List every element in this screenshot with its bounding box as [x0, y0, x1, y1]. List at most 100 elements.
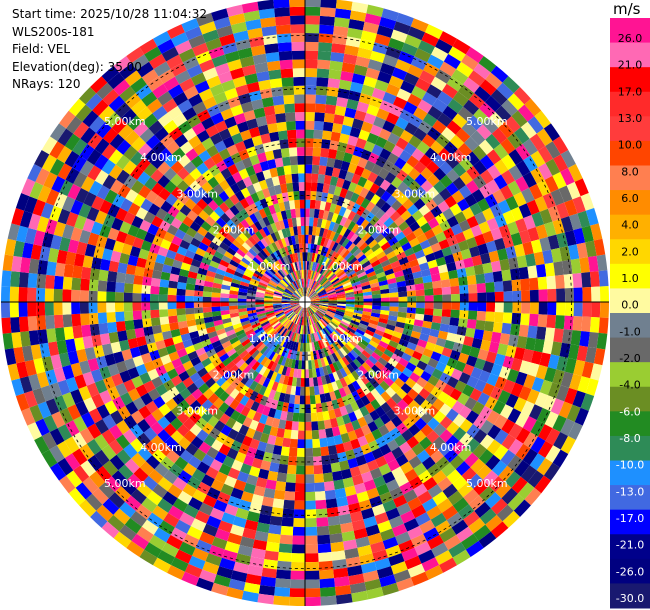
velocity-gate — [323, 315, 332, 323]
velocity-gate — [350, 336, 360, 345]
velocity-gate — [327, 308, 337, 312]
colorbar-tick-label: 21.0 — [618, 59, 643, 72]
velocity-gate — [569, 373, 582, 391]
velocity-gate — [533, 338, 545, 353]
velocity-gate — [502, 312, 513, 324]
velocity-gate — [467, 310, 478, 321]
velocity-gate — [423, 381, 435, 394]
velocity-gate — [357, 341, 367, 350]
velocity-gate — [439, 372, 451, 384]
colorbar-tick-label: -1.0 — [619, 325, 640, 338]
velocity-gate — [550, 398, 565, 415]
velocity-gate — [473, 429, 488, 444]
velocity-gate — [462, 363, 475, 376]
velocity-gate — [422, 320, 433, 329]
velocity-gate — [521, 302, 531, 314]
velocity-gate — [345, 304, 355, 308]
velocity-gate — [376, 325, 386, 333]
velocity-gate — [458, 405, 472, 419]
velocity-gate — [352, 358, 362, 368]
velocity-gate — [505, 393, 519, 409]
velocity-gate — [444, 395, 458, 409]
velocity-gate — [440, 316, 451, 325]
velocity-gate — [406, 341, 417, 351]
velocity-gate — [515, 371, 528, 386]
velocity-gate — [309, 306, 316, 313]
velocity-gate — [544, 367, 557, 383]
velocity-gate — [490, 331, 502, 344]
velocity-gate — [494, 302, 504, 313]
velocity-gate — [405, 377, 417, 389]
velocity-gate — [573, 359, 586, 377]
velocity-gate — [544, 327, 556, 342]
velocity-gate — [441, 309, 452, 318]
colorbar-tick-label: -30.0 — [616, 592, 644, 605]
velocity-gate — [363, 371, 374, 382]
velocity-gate — [358, 365, 368, 375]
velocity-gate — [372, 302, 382, 306]
velocity-gate — [355, 344, 365, 353]
velocity-gate — [506, 368, 520, 383]
velocity-gate — [526, 388, 540, 405]
velocity-gate — [408, 356, 420, 367]
velocity-gate — [327, 323, 336, 332]
velocity-gate — [335, 311, 345, 317]
velocity-gate — [309, 305, 317, 312]
velocity-gate — [338, 337, 347, 346]
velocity-gate — [397, 410, 409, 423]
velocity-gate — [574, 407, 589, 426]
velocity-gate — [380, 391, 392, 403]
velocity-gate — [351, 317, 361, 323]
velocity-gate — [511, 312, 522, 325]
velocity-gate — [365, 329, 375, 337]
velocity-gate — [416, 376, 428, 388]
velocity-gate — [537, 314, 548, 328]
velocity-gate — [497, 343, 509, 356]
velocity-gate — [543, 462, 560, 481]
velocity-gate — [379, 380, 390, 392]
velocity-gate — [502, 510, 520, 528]
colorbar-tick-label: -6.0 — [619, 405, 640, 418]
velocity-gate — [320, 318, 328, 326]
velocity-gate — [368, 355, 378, 365]
velocity-gate — [585, 378, 599, 396]
velocity-gate — [553, 328, 564, 343]
velocity-gate — [446, 332, 457, 343]
velocity-gate — [326, 309, 336, 314]
velocity-gate — [424, 364, 436, 376]
velocity-gate — [522, 448, 538, 466]
velocity-gate — [579, 331, 590, 347]
velocity-gate — [336, 308, 346, 313]
velocity-gate — [451, 440, 466, 455]
velocity-gate — [404, 347, 415, 357]
velocity-gate — [411, 350, 423, 361]
velocity-gate — [473, 479, 489, 496]
velocity-gate — [442, 383, 455, 396]
velocity-gate — [488, 341, 500, 354]
velocity-gate — [479, 434, 495, 450]
velocity-gate — [432, 398, 445, 411]
velocity-gate — [367, 322, 378, 330]
velocity-gate — [444, 339, 455, 350]
velocity-gate — [573, 302, 583, 317]
velocity-gate — [352, 314, 362, 321]
velocity-gate — [315, 311, 323, 319]
velocity-gate — [412, 325, 423, 334]
velocity-gate — [452, 413, 466, 428]
velocity-gate — [437, 391, 450, 404]
velocity-gate — [383, 348, 394, 358]
velocity-gate — [391, 404, 403, 416]
velocity-gate — [377, 357, 388, 367]
velocity-gate — [479, 405, 493, 420]
velocity-gate — [580, 393, 595, 411]
velocity-gate — [414, 313, 425, 321]
velocity-gate — [501, 418, 516, 435]
velocity-gate — [501, 434, 516, 450]
velocity-gate — [358, 322, 368, 330]
velocity-gate — [424, 443, 439, 457]
colorbar-tick-label: 4.0 — [621, 219, 639, 232]
velocity-gate — [310, 302, 320, 304]
velocity-gate — [510, 323, 521, 336]
velocity-gate — [315, 311, 324, 318]
velocity-gate — [566, 404, 581, 423]
